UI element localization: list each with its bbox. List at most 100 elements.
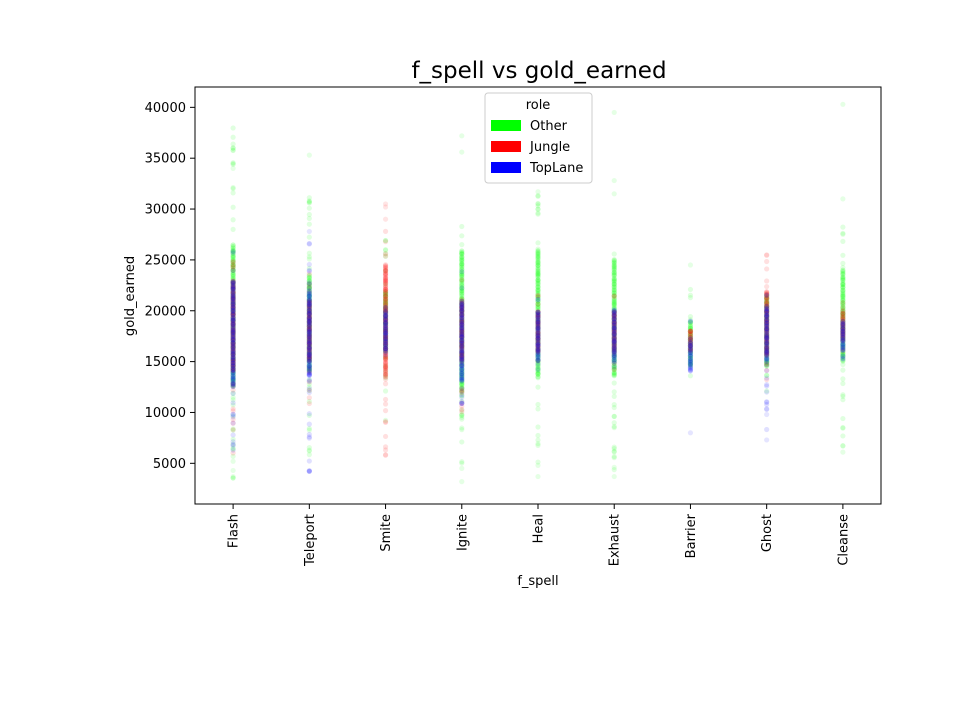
data-point: [687, 342, 694, 349]
data-point: [382, 309, 389, 315]
data-point: [840, 314, 846, 321]
data-point: [764, 301, 770, 307]
data-point: [382, 325, 389, 331]
data-point: [535, 297, 541, 303]
data-point: [230, 436, 236, 442]
data-point: [535, 319, 541, 325]
data-point: [230, 353, 236, 360]
data-point: [459, 390, 465, 396]
data-point: [840, 343, 846, 349]
data-point: [230, 367, 236, 374]
data-point: [535, 252, 541, 258]
data-point: [230, 317, 236, 324]
data-point: [764, 293, 770, 299]
data-point: [306, 328, 312, 334]
data-point: [306, 324, 312, 330]
data-point: [764, 319, 770, 325]
data-point: [306, 349, 312, 355]
data-point: [459, 285, 465, 291]
data-point: [382, 267, 389, 274]
data-point: [230, 296, 236, 303]
data-point: [230, 372, 236, 378]
data-point: [535, 334, 541, 340]
data-point: [611, 356, 617, 363]
data-point: [230, 261, 236, 268]
data-point: [687, 343, 694, 349]
data-point: [230, 349, 236, 356]
data-point: [382, 253, 389, 259]
data-point: [840, 330, 846, 336]
data-point: [230, 327, 236, 333]
data-point: [840, 330, 846, 337]
data-point: [535, 326, 541, 333]
data-point: [611, 467, 617, 473]
data-point: [764, 336, 770, 342]
data-point: [306, 336, 312, 343]
data-point: [459, 352, 465, 358]
data-point: [459, 311, 465, 318]
data-point: [535, 357, 541, 363]
data-point: [840, 308, 846, 314]
data-point: [611, 371, 617, 378]
data-point: [840, 316, 846, 322]
data-point: [230, 267, 236, 274]
data-point: [459, 335, 465, 341]
data-point: [306, 289, 312, 295]
data-point: [459, 347, 465, 353]
data-point: [459, 299, 465, 305]
data-point: [230, 244, 236, 250]
data-point: [382, 298, 389, 305]
data-point: [840, 238, 846, 244]
data-point: [230, 357, 236, 363]
data-point: [687, 317, 694, 323]
data-point: [459, 365, 465, 371]
data-point: [611, 350, 617, 357]
data-point: [306, 286, 312, 293]
data-point: [611, 373, 617, 379]
data-point: [230, 311, 236, 317]
data-point: [535, 298, 541, 304]
data-point: [459, 394, 465, 401]
data-point: [230, 366, 236, 372]
data-point: [611, 332, 617, 338]
data-point: [840, 329, 846, 335]
data-point: [306, 290, 312, 296]
data-point: [535, 253, 541, 259]
data-point: [611, 294, 617, 300]
data-point: [687, 343, 694, 349]
data-point: [306, 198, 312, 204]
data-point: [535, 441, 541, 447]
data-point: [840, 342, 846, 348]
data-point: [230, 372, 236, 378]
data-point: [764, 350, 770, 356]
data-point: [459, 261, 465, 267]
data-point: [459, 326, 465, 333]
data-point: [382, 356, 389, 362]
data-point: [382, 276, 389, 282]
data-point: [687, 318, 694, 324]
data-point: [611, 315, 617, 321]
data-point: [764, 306, 770, 312]
data-point: [382, 216, 389, 222]
data-point: [535, 335, 541, 341]
data-point: [764, 347, 770, 353]
data-point: [230, 342, 236, 348]
data-point: [840, 326, 846, 332]
data-point: [459, 278, 465, 285]
data-point: [535, 292, 541, 298]
data-point: [459, 317, 465, 323]
data-point: [230, 365, 236, 371]
data-point: [230, 295, 236, 301]
data-point: [535, 349, 541, 355]
data-point: [382, 298, 389, 304]
data-point: [535, 347, 541, 353]
data-point: [840, 290, 846, 296]
data-point: [535, 319, 541, 325]
data-point: [306, 152, 312, 158]
data-point: [230, 362, 236, 368]
data-point: [840, 353, 846, 359]
data-point: [840, 230, 846, 236]
data-point: [230, 331, 236, 337]
data-point: [611, 270, 617, 276]
data-point: [535, 338, 541, 345]
